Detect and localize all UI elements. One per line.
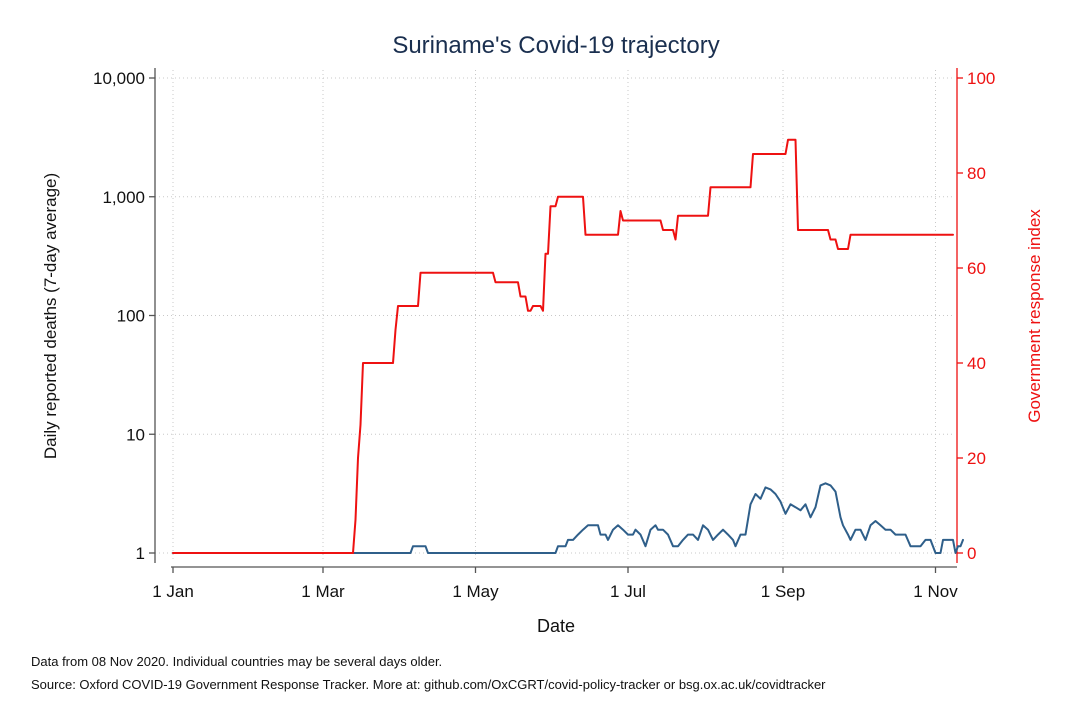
series bbox=[172, 138, 964, 554]
footnote-data-date: Data from 08 Nov 2020. Individual countr… bbox=[31, 654, 443, 669]
chart-title: Suriname's Covid-19 trajectory bbox=[392, 32, 719, 59]
response-index-series-line bbox=[172, 138, 954, 554]
x-tick-label: 1 Nov bbox=[913, 582, 958, 601]
x-tick-label: 1 May bbox=[452, 582, 499, 601]
y-left-tick-label: 100 bbox=[117, 307, 145, 326]
footnote-source: Source: Oxford COVID-19 Government Respo… bbox=[31, 677, 826, 692]
deaths-series-line bbox=[172, 482, 964, 554]
x-tick-label: 1 Sep bbox=[761, 582, 805, 601]
x-tick-label: 1 Mar bbox=[301, 582, 345, 601]
y-right-tick-label: 100 bbox=[967, 69, 995, 88]
y-left-tick-label: 1 bbox=[136, 544, 145, 563]
y-axis-left-title: Daily reported deaths (7-day average) bbox=[41, 173, 60, 459]
y-right-tick-label: 40 bbox=[967, 354, 986, 373]
y-left-tick-label: 10 bbox=[126, 425, 145, 444]
y-right-tick-label: 80 bbox=[967, 164, 986, 183]
axes: 1 10 100 1,000 10,000 0 20 40 60 80 100 1 Jan 1 Mar 1… bbox=[93, 68, 995, 601]
y-axis-right-title: Government response index bbox=[1025, 209, 1044, 423]
x-axis-title: Date bbox=[537, 616, 575, 636]
x-tick-label: 1 Jan bbox=[152, 582, 194, 601]
y-right-tick-label: 0 bbox=[967, 544, 976, 563]
y-left-tick-label: 10,000 bbox=[93, 69, 145, 88]
y-right-tick-label: 20 bbox=[967, 449, 986, 468]
y-right-tick-label: 60 bbox=[967, 259, 986, 278]
y-left-tick-label: 1,000 bbox=[102, 188, 145, 207]
x-tick-label: 1 Jul bbox=[610, 582, 646, 601]
